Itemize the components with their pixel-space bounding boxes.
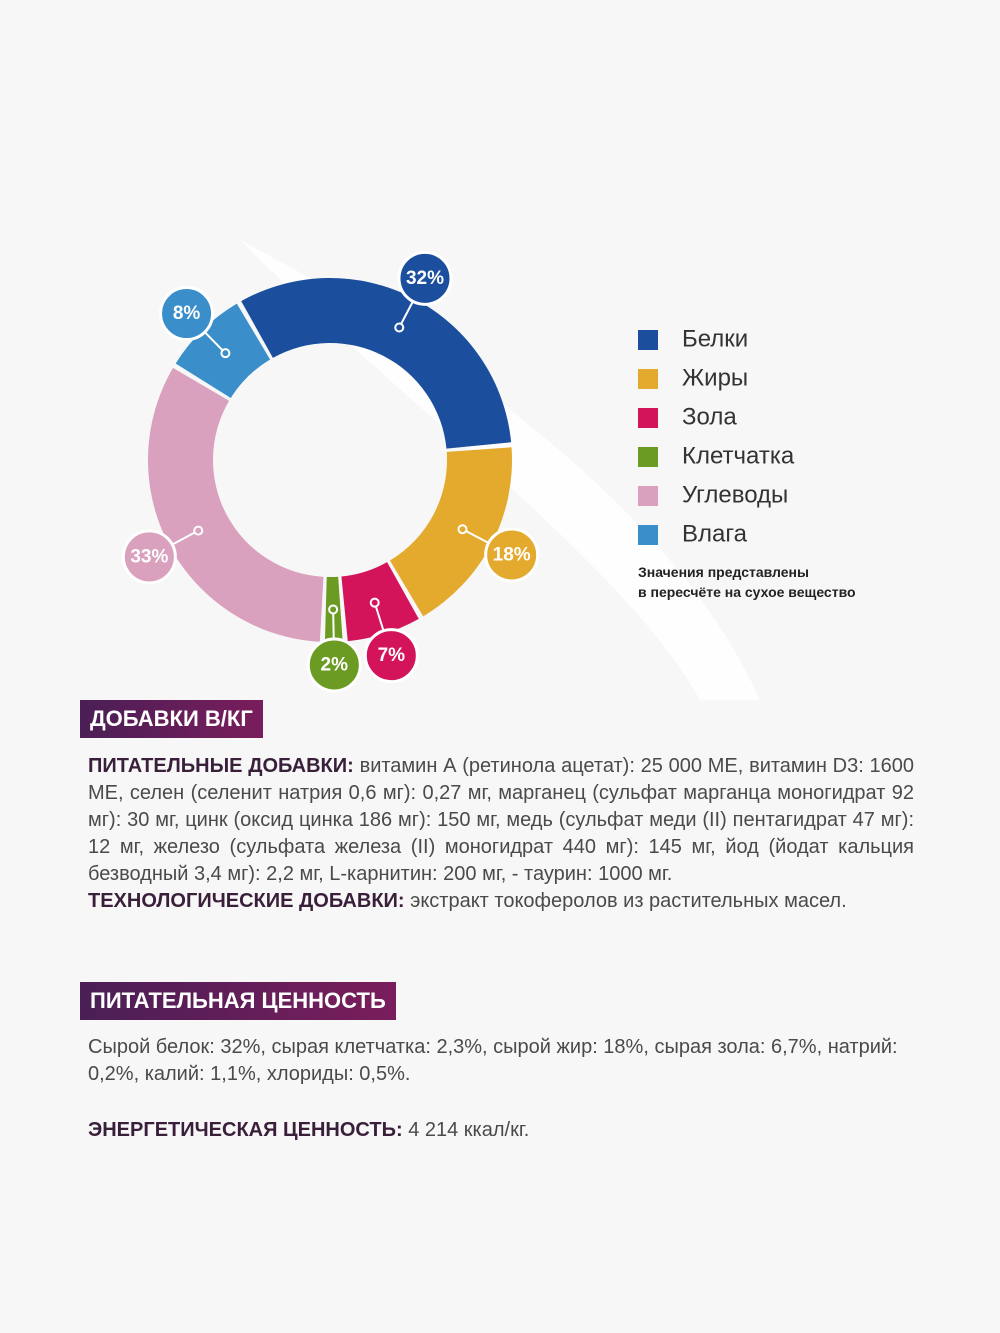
text: 4 214 ккал/кг. xyxy=(408,1119,530,1141)
value-bubble xyxy=(306,637,362,693)
legend-text: Жиры xyxy=(682,364,748,391)
label: ЭНЕРГЕТИЧЕСКАЯ ЦЕННОСТЬ: xyxy=(88,1119,403,1141)
value-bubble xyxy=(159,286,215,342)
legend-swatch xyxy=(638,486,658,506)
donut-segment xyxy=(241,278,512,449)
connector-dot xyxy=(193,525,204,536)
connector-dot xyxy=(369,597,380,608)
chart: Значения представлены в пересчёте на сух… xyxy=(121,250,856,693)
text: экстракт токоферолов из растительных мас… xyxy=(410,890,847,912)
note-line: в пересчёте на сухое вещество xyxy=(638,584,856,600)
legend-swatch xyxy=(638,447,658,467)
value-label: 18% xyxy=(493,544,531,565)
section-heading: ДОБАВКИ В/КГ xyxy=(80,700,263,738)
donut-segment xyxy=(148,367,324,642)
legend-text: Влага xyxy=(682,520,748,547)
legend-text: Углеводы xyxy=(682,481,788,508)
value-bubble xyxy=(121,529,177,585)
connector-dot xyxy=(220,348,231,359)
legend-text: Клетчатка xyxy=(682,442,795,469)
connector-dot xyxy=(328,604,339,615)
value-bubble xyxy=(397,250,453,306)
connector-dot xyxy=(457,524,468,535)
value-label: 32% xyxy=(406,268,444,289)
energy-text: ЭНЕРГЕТИЧЕСКАЯ ЦЕННОСТЬ: 4 214 ккал/кг. xyxy=(88,1117,914,1144)
value-label: 2% xyxy=(321,654,349,675)
legend-text: Белки xyxy=(682,325,748,352)
label: ПИТАТЕЛЬНЫЕ ДОБАВКИ: xyxy=(88,755,354,777)
note-line: Значения представлены xyxy=(638,564,809,580)
value-label: 33% xyxy=(130,546,168,567)
label: ТЕХНОЛОГИЧЕСКИЕ ДОБАВКИ: xyxy=(88,890,405,912)
section-heading: ПИТАТЕЛЬНАЯ ЦЕННОСТЬ xyxy=(80,982,396,1020)
legend-swatch xyxy=(638,369,658,389)
legend-swatch xyxy=(638,330,658,350)
value-label: 8% xyxy=(173,303,201,324)
donut-segment xyxy=(389,447,512,617)
connector-dot xyxy=(394,322,405,333)
nutrition-text: Сырой белок: 32%, сырая клетчатка: 2,3%,… xyxy=(88,1036,898,1085)
text: витамин А (ретинола ацетат): 25 000 МЕ, … xyxy=(88,755,915,885)
donut-segment xyxy=(341,562,419,642)
legend-swatch xyxy=(638,408,658,428)
value-bubble xyxy=(484,527,540,583)
value-bubble xyxy=(363,628,419,684)
legend-swatch xyxy=(638,525,658,545)
legend-text: Зола xyxy=(682,403,737,430)
value-label: 7% xyxy=(378,645,406,666)
additives-text: ПИТАТЕЛЬНЫЕ ДОБАВКИ: витамин А (ретинола… xyxy=(88,753,914,915)
